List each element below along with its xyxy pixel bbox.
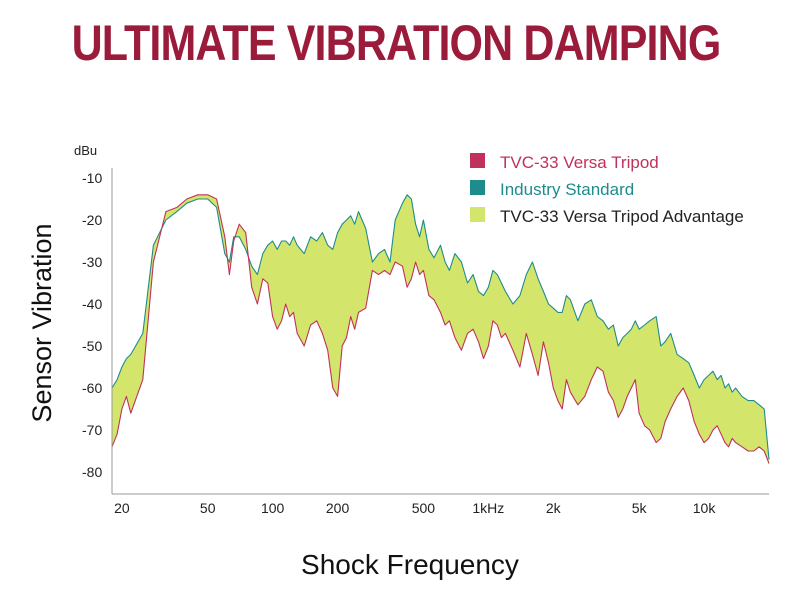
legend-swatch-tvc [470,153,485,168]
industry-standard-line [111,194,770,460]
y-tick-label: -50 [82,338,102,354]
x-axis-title: Shock Frequency [301,549,519,580]
legend-swatch-industry [470,180,485,195]
x-tick-label: 10k [693,500,717,516]
legend-swatch-advantage [470,207,485,222]
advantage-area [112,194,769,464]
y-tick-label: -80 [82,464,102,480]
series-lines-group [111,194,770,464]
x-tick-label: 5k [632,500,648,516]
tvc-versa-tripod-line [111,194,770,464]
x-tick-label: 2k [546,500,562,516]
x-tick-label: 200 [326,500,350,516]
y-tick-label: -10 [82,170,102,186]
legend-label-tvc: TVC-33 Versa Tripod [500,153,659,172]
x-tick-label: 100 [261,500,285,516]
legend: TVC-33 Versa Tripod Industry Standard TV… [470,153,744,226]
legend-label-advantage: TVC-33 Versa Tripod Advantage [500,207,744,226]
x-tick-label: 500 [412,500,436,516]
advantage-area-group [112,194,769,464]
y-unit-label: dBu [74,143,97,158]
x-tick-label: 1kHz [472,500,504,516]
y-tick-label: -20 [82,212,102,228]
x-tick-label: 20 [114,500,130,516]
x-tick-label: 50 [200,500,216,516]
y-tick-label: -60 [82,380,102,396]
y-tick-label: -40 [82,296,102,312]
y-axis-title: Sensor Vibration [27,223,57,422]
chart-title: ULTIMATE VIBRATION DAMPING [71,15,722,71]
y-tick-label: -70 [82,422,102,438]
x-tick-labels: 20 50 100 200 500 1kHz 2k 5k 10k [114,500,716,516]
legend-label-industry: Industry Standard [500,180,634,199]
y-tick-labels: -10 -20 -30 -40 -50 -60 -70 -80 [82,170,102,480]
y-tick-label: -30 [82,254,102,270]
